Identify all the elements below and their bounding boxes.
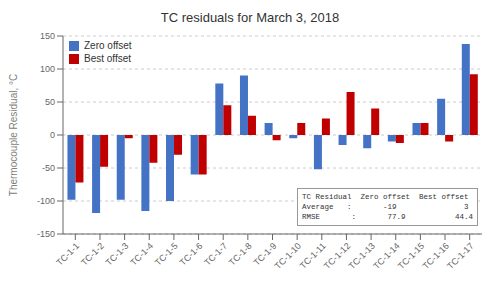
- html-text:Zero offset: Zero offset: [84, 40, 132, 51]
- svg-text:TC-1-8: TC-1-8: [227, 241, 254, 268]
- svg-text:TC-1-11: TC-1-11: [297, 240, 328, 271]
- svg-text:-100: -100: [37, 196, 55, 206]
- svg-text:TC-1-9: TC-1-9: [251, 240, 279, 268]
- svg-text:TC-1-1: TC-1-1: [54, 241, 81, 268]
- svg-text:50: 50: [45, 97, 55, 107]
- svg-text:100: 100: [40, 64, 55, 74]
- svg-text:TC-1-3: TC-1-3: [104, 241, 131, 268]
- svg-text:Thermocouple Residual, °C: Thermocouple Residual, °C: [8, 74, 19, 196]
- svg-text:TC-1-4: TC-1-4: [128, 241, 155, 268]
- svg-text:TC-1-15: TC-1-15: [395, 240, 427, 272]
- svg-text:TC-1-7: TC-1-7: [202, 241, 229, 268]
- svg-text:150: 150: [40, 31, 55, 41]
- html-text:Best offset: Best offset: [84, 53, 132, 64]
- svg-text:TC-1-12: TC-1-12: [322, 240, 353, 272]
- svg-text:TC-1-2: TC-1-2: [79, 241, 106, 268]
- svg-text:TC-1-5: TC-1-5: [153, 241, 180, 268]
- svg-text:TC-1-17: TC-1-17: [445, 241, 475, 271]
- svg-text:TC-1-6: TC-1-6: [178, 241, 205, 268]
- svg-text:TC-1-13: TC-1-13: [346, 240, 377, 272]
- svg-text:TC-1-16: TC-1-16: [420, 240, 451, 272]
- html-text:TC Residual Zero offset Best o: TC Residual Zero offset Best offset Aver…: [302, 193, 473, 222]
- html-text:TC residuals for March 3, 2018: TC residuals for March 3, 2018: [160, 10, 340, 25]
- svg-text:0: 0: [50, 130, 55, 140]
- svg-text:-50: -50: [42, 163, 55, 173]
- svg-text:-150: -150: [37, 229, 55, 239]
- svg-text:TC-1-10: TC-1-10: [273, 241, 303, 271]
- svg-text:TC-1-14: TC-1-14: [371, 240, 402, 272]
